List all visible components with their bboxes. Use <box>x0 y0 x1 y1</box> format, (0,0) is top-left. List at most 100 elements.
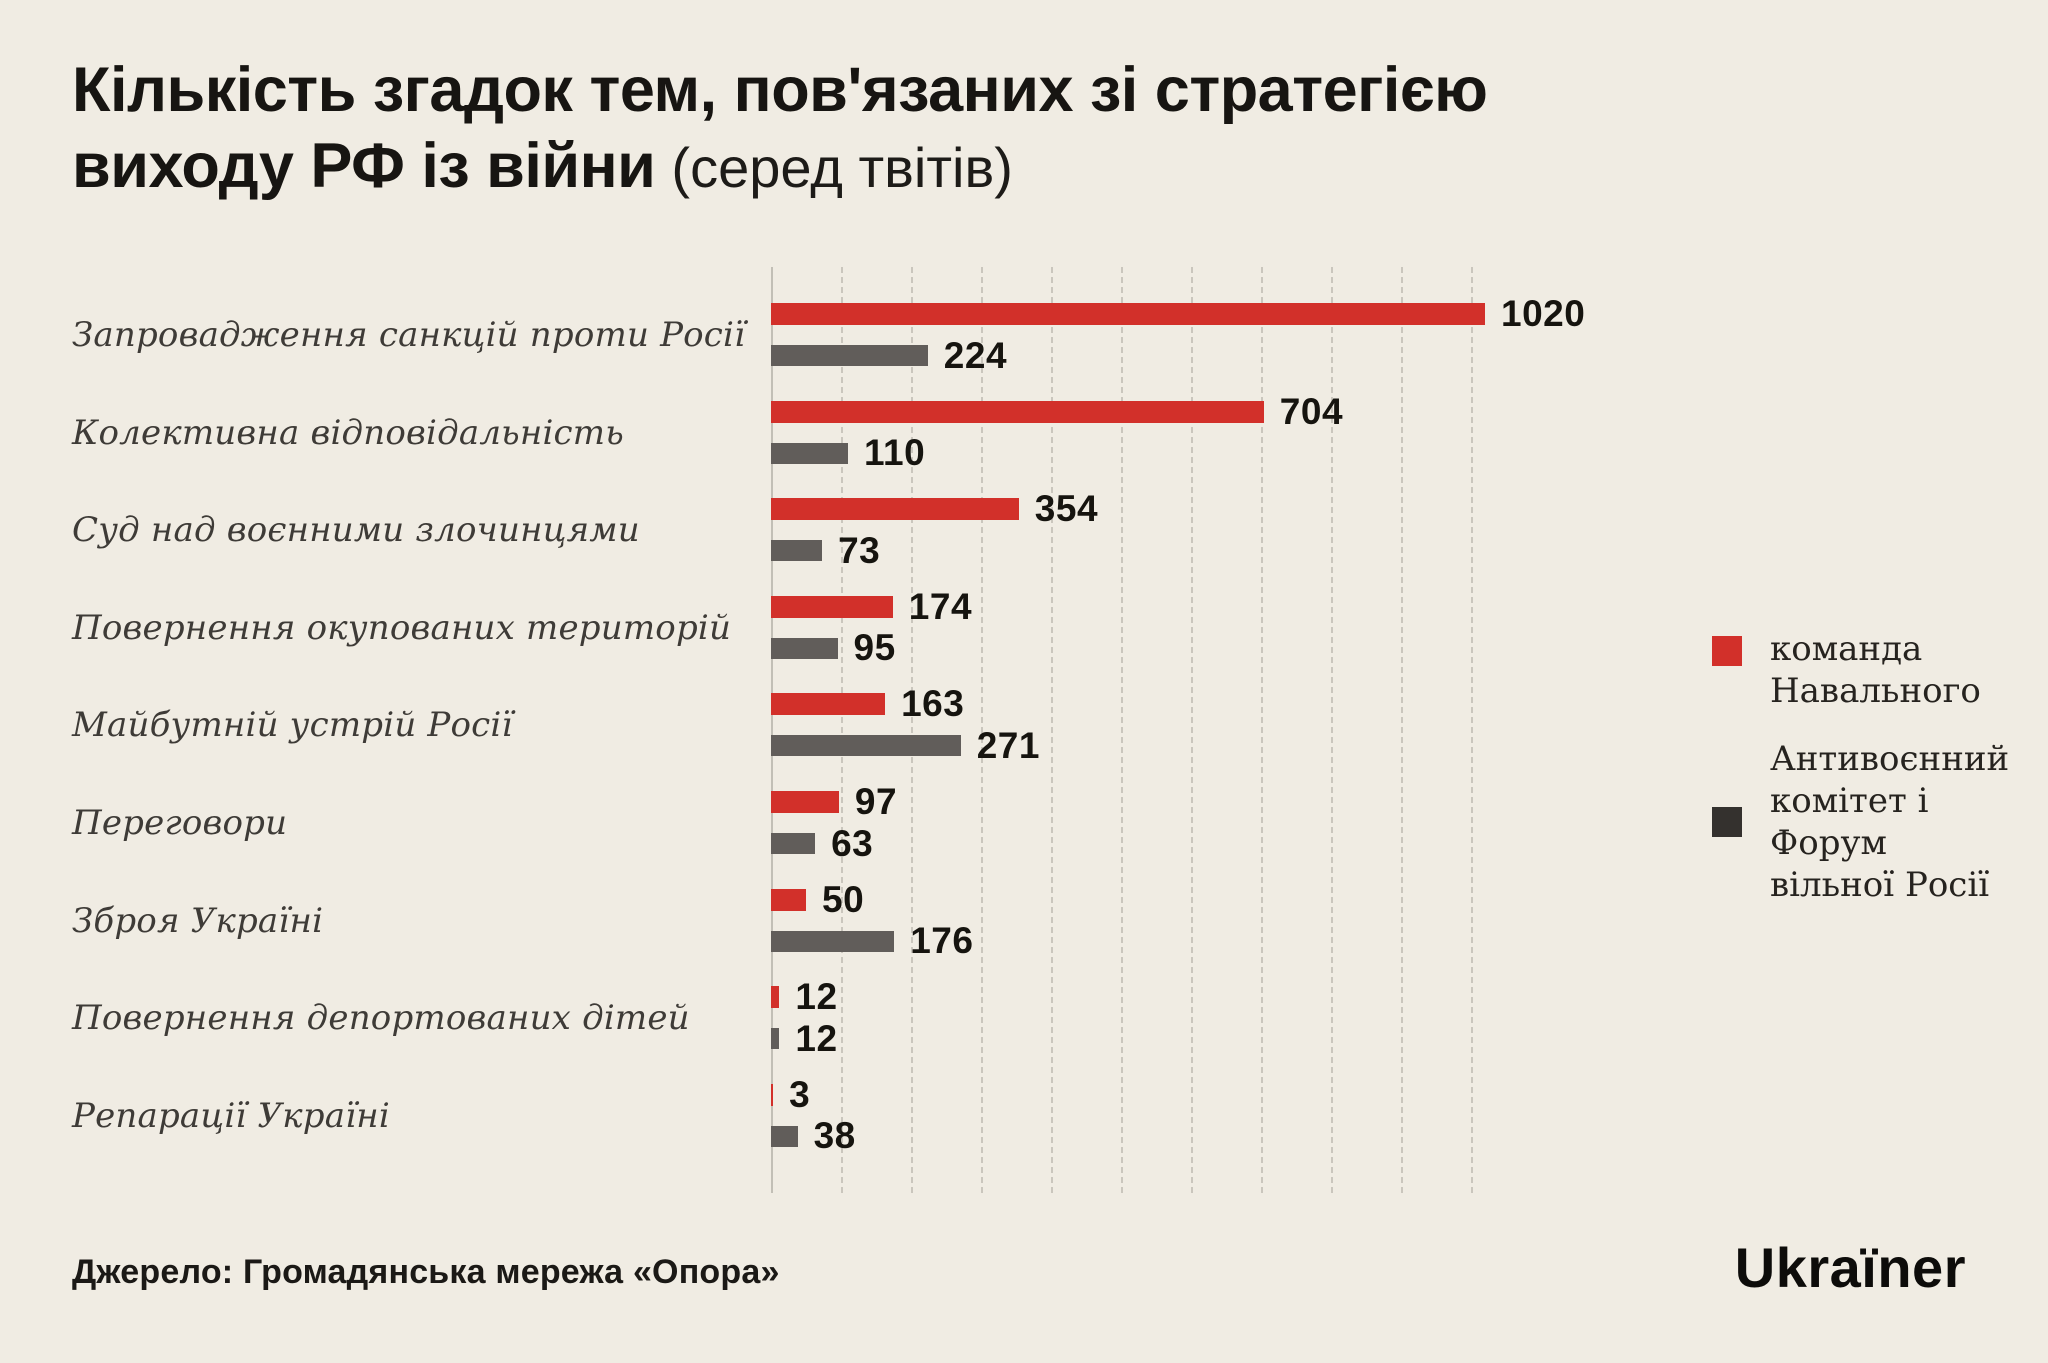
navalny-bar-line: 1020 <box>771 293 1585 334</box>
navalny-bar <box>771 791 839 813</box>
committee-bar-line: 63 <box>771 823 873 864</box>
y-axis-line <box>771 267 773 1193</box>
bar-pair: 163 271 <box>771 683 1671 766</box>
legend-item-navalny-team: команда Навального <box>1712 628 2022 712</box>
navalny-bar <box>771 303 1485 325</box>
category-label: Запровадження санкцій проти Росії <box>72 315 746 355</box>
category-label: Репарації Україні <box>72 1095 390 1136</box>
committee-bar <box>771 540 823 562</box>
chart-row: Репарації Україні 3 38 <box>0 1074 2048 1157</box>
gridline <box>1121 267 1123 1193</box>
category-label: Суд над воєнними злочинцями <box>72 510 640 551</box>
committee-bar-line: 110 <box>771 432 925 473</box>
bar-pair: 174 95 <box>771 586 1671 668</box>
navalny-bar <box>771 693 886 716</box>
category-label: Повернення депортованих дітей <box>72 998 690 1039</box>
legend-label: Антивоєнний комітет і Форум вільної Росі… <box>1770 739 2010 905</box>
chart-legend: команда Навального Антивоєнний комітет і … <box>1712 628 2022 906</box>
chart-row: Майбутній устрій Росії 163 271 <box>0 683 2048 766</box>
committee-bar <box>771 1028 780 1050</box>
committee-bar-line: 12 <box>771 1018 838 1059</box>
committee-bar <box>771 345 928 366</box>
legend-label: команда Навального <box>1770 629 1981 711</box>
bar-value-label: 224 <box>943 334 1008 376</box>
bar-pair: 97 63 <box>771 781 1671 864</box>
navalny-bar <box>771 595 893 618</box>
bar-value-label: 50 <box>822 878 865 920</box>
bar-value-label: 110 <box>864 432 926 474</box>
gridline <box>1051 267 1053 1193</box>
gridline <box>911 267 913 1193</box>
bar-value-label: 95 <box>853 627 896 669</box>
gridline <box>1331 267 1333 1193</box>
navalny-bar-line: 12 <box>771 976 838 1017</box>
committee-bar-line: 176 <box>771 920 973 961</box>
chart-row: Повернення окупованих територій 174 95 <box>0 586 2048 669</box>
navalny-bar <box>771 986 780 1009</box>
gridline <box>841 267 843 1193</box>
legend-swatch-antiwar-committee-forum <box>1712 807 1742 837</box>
gridline <box>1401 267 1403 1193</box>
category-label: Зброя Україні <box>72 900 324 941</box>
bar-value-label: 354 <box>1034 488 1099 530</box>
category-label: Переговори <box>72 803 288 843</box>
legend-item-antiwar-committee-forum: Антивоєнний комітет і Форум вільної Росі… <box>1712 738 2022 906</box>
chart-title-note: (серед твітів) <box>671 136 1013 199</box>
committee-bar-line: 271 <box>771 725 1040 766</box>
navalny-bar-line: 174 <box>771 586 972 627</box>
navalny-bar <box>771 498 1019 521</box>
committee-bar <box>771 833 816 854</box>
ukrainer-logo: Ukraïner <box>1734 1236 1966 1299</box>
bar-value-label: 1020 <box>1501 293 1586 334</box>
bar-value-label: 12 <box>795 1017 838 1059</box>
bar-value-label: 3 <box>789 1073 811 1115</box>
bar-value-label: 174 <box>908 585 973 627</box>
chart-row: Колективна відповідальність 704 110 <box>0 391 2048 474</box>
chart-title-line2: виходу РФ із війни (серед твітів) <box>72 128 1487 206</box>
chart-title-line1: Кількість згадок тем, пов'язаних зі стра… <box>72 55 1488 125</box>
legend-swatch-navalny-team <box>1712 636 1742 666</box>
bar-value-label: 704 <box>1279 390 1344 432</box>
chart-row: Запровадження санкцій проти Росії 1020 224 <box>0 293 2048 376</box>
bar-value-label: 63 <box>831 822 874 864</box>
category-label: Повернення окупованих територій <box>72 607 732 648</box>
bar-pair: 50 176 <box>771 879 1671 961</box>
navalny-bar-line: 163 <box>771 683 964 724</box>
navalny-bar <box>771 400 1264 423</box>
committee-bar-line: 73 <box>771 530 880 571</box>
bar-pair: 12 12 <box>771 976 1671 1059</box>
bar-pair: 3 38 <box>771 1074 1671 1156</box>
navalny-bar <box>771 1083 774 1106</box>
gridline <box>1471 267 1473 1193</box>
bar-pair: 354 73 <box>771 488 1671 571</box>
committee-bar-line: 38 <box>771 1115 856 1156</box>
chart-title-line2-bold: виходу РФ із війни <box>72 131 656 201</box>
category-label: Майбутній устрій Росії <box>72 705 513 746</box>
navalny-bar-line: 50 <box>771 879 864 920</box>
bar-value-label: 97 <box>854 781 898 822</box>
navalny-bar-line: 704 <box>771 391 1343 432</box>
navalny-bar-line: 3 <box>771 1074 810 1115</box>
gridline <box>1261 267 1263 1193</box>
bar-value-label: 163 <box>901 683 965 725</box>
chart-row: Повернення депортованих дітей 12 12 <box>0 976 2048 1059</box>
navalny-bar-line: 354 <box>771 488 1098 529</box>
plot-area <box>771 267 1516 1193</box>
navalny-bar <box>771 888 806 911</box>
committee-bar <box>771 735 961 757</box>
committee-bar-line: 95 <box>771 627 896 668</box>
bar-pair: 704 110 <box>771 391 1671 473</box>
bar-value-label: 38 <box>813 1115 856 1157</box>
bar-value-label: 73 <box>838 529 881 571</box>
bar-value-label: 271 <box>976 724 1040 766</box>
bar-value-label: 176 <box>910 920 974 962</box>
bar-value-label: 12 <box>795 976 838 1018</box>
chart-row: Зброя Україні 50 176 <box>0 879 2048 962</box>
committee-bar <box>771 930 895 952</box>
bar-pair: 1020 224 <box>771 293 1671 376</box>
chart-row: Переговори 97 63 <box>0 781 2048 864</box>
chart-title: Кількість згадок тем, пов'язаних зі стра… <box>72 52 1488 206</box>
source-note: Джерело: Громадянська мережа «Опора» <box>72 1253 780 1291</box>
chart-row: Суд над воєнними злочинцями 354 73 <box>0 488 2048 571</box>
